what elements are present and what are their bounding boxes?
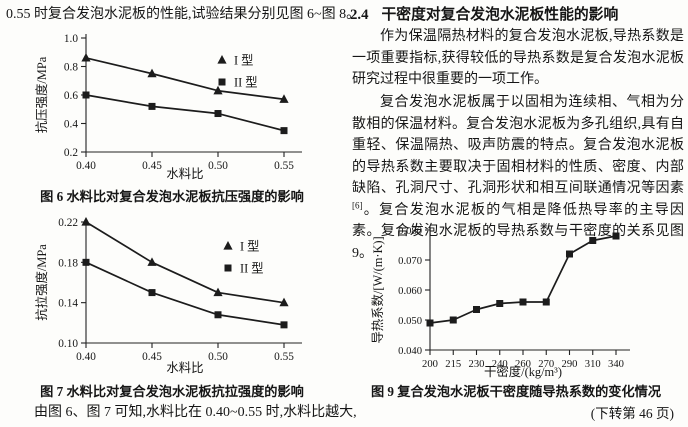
fig9-svg: 0.040 0.050 0.060 0.070 0.080 200 215 230 240 260… [370,226,630,379]
fig7-svg: 0.10 0.14 0.18 0.22 0.40 0.45 0.50 0.55 I 型 II 型 抗… [34,217,302,375]
fig6-caption: 图 6 水料比对复合发泡水泥板抗压强度的影响 [40,189,304,204]
svg-text:0.55: 0.55 [274,351,294,363]
continuation-note: (下转第 46 页) [590,406,674,421]
svg-text:0.4: 0.4 [64,119,78,131]
svg-text:水料比: 水料比 [166,361,203,375]
svg-text:1.0: 1.0 [64,33,78,45]
svg-text:0.45: 0.45 [142,351,162,363]
paragraph-2: 复合发泡水泥板属于以固相为连续相、气相为分散相的保温材料。复合发泡水泥板为多孔组… [352,92,684,264]
svg-text:干密度/(kg/m³): 干密度/(kg/m³) [484,364,562,379]
svg-text:0.55: 0.55 [274,160,294,172]
svg-text:导热系数/[W/(m·K)]: 导热系数/[W/(m·K)] [370,236,385,343]
svg-text:0.080: 0.080 [398,226,422,237]
svg-text:340: 340 [608,359,624,370]
svg-text:0.18: 0.18 [58,257,78,269]
svg-text:230: 230 [469,359,485,370]
svg-text:200: 200 [422,359,438,370]
paragraph-2-text: 复合发泡水泥板属于以固相为连续相、气相为分散相的保温材料。复合发泡水泥板为多孔组… [352,95,684,196]
svg-text:0.22: 0.22 [58,217,78,229]
svg-text:0.10: 0.10 [58,338,78,350]
svg-text:II 型: II 型 [240,262,264,276]
left-column: 0.55 时复合发泡水泥板的性能,试验结果分别见图 6~图 8。 0.2 0.4 0… [6,7,360,420]
svg-text:I 型: I 型 [234,54,253,68]
svg-text:270: 270 [538,359,554,370]
svg-text:0.14: 0.14 [58,298,78,310]
closing-text: 由图 6、图 7 可知,水料比在 0.40~0.55 时,水料比越大, [34,405,357,420]
section-heading: 2.4 干密度对复合发泡水泥板性能的影响 [350,3,618,24]
svg-text:240: 240 [492,359,508,370]
intro-text: 0.55 时复合发泡水泥板的性能,试验结果分别见图 6~图 8。 [6,7,361,22]
svg-text:215: 215 [445,359,461,370]
svg-text:260: 260 [515,359,531,370]
svg-text:0.40: 0.40 [76,351,96,363]
svg-text:0.6: 0.6 [64,90,78,102]
paragraph-2-text-after: 。复合发泡水泥板的气相是降低热导率的主导因素。复合发泡水泥板的导热系数与干密度的… [352,202,684,261]
fig6-line-chart: 0.2 0.4 0.6 0.8 1.0 0.40 0.45 0.50 0.55 I 型 II 型 抗压… [16,28,336,187]
citation-marker: [6] [352,199,363,210]
svg-text:0.8: 0.8 [64,62,78,74]
section-number: 2.4 [350,7,369,23]
svg-text:I 型: I 型 [240,240,259,254]
svg-text:0.2: 0.2 [64,147,78,159]
svg-text:0.070: 0.070 [398,256,422,267]
svg-text:0.40: 0.40 [76,160,96,172]
svg-text:0.050: 0.050 [398,316,422,327]
svg-text:0.50: 0.50 [208,160,228,172]
svg-text:0.45: 0.45 [142,160,162,172]
fig6-svg: 0.2 0.4 0.6 0.8 1.0 0.40 0.45 0.50 0.55 I 型 II 型 抗压… [34,33,302,181]
fig9-caption: 图 9 复合发泡水泥板干密度随导热系数的变化情况 [370,384,662,399]
svg-text:抗压强度/MPa: 抗压强度/MPa [34,56,49,133]
right-column: 2.4 干密度对复合发泡水泥板性能的影响 作为保温隔热材料的复合发泡水泥板,导热系… [344,0,688,427]
svg-text:0.060: 0.060 [398,286,422,297]
svg-text:290: 290 [562,359,578,370]
fig7-caption: 图 7 水料比对复合发泡水泥板抗拉强度的影响 [40,384,304,399]
fig9-line-chart: 0.040 0.050 0.060 0.070 0.080 200 215 230 240 260… [366,218,678,385]
fig7-line-chart: 0.10 0.14 0.18 0.22 0.40 0.45 0.50 0.55 I 型 II 型 抗… [16,210,336,381]
svg-text:0.50: 0.50 [208,351,228,363]
paragraph-1: 作为保温隔热材料的复合发泡水泥板,导热系数是一项重要指标,获得较低的导热系数是复… [352,29,684,87]
svg-text:抗拉强度/MPa: 抗拉强度/MPa [34,244,49,321]
svg-text:II 型: II 型 [234,76,258,90]
svg-text:水料比: 水料比 [166,167,203,181]
section-title: 干密度对复合发泡水泥板性能的影响 [381,7,619,23]
svg-text:0.040: 0.040 [398,346,422,357]
svg-text:310: 310 [585,359,601,370]
